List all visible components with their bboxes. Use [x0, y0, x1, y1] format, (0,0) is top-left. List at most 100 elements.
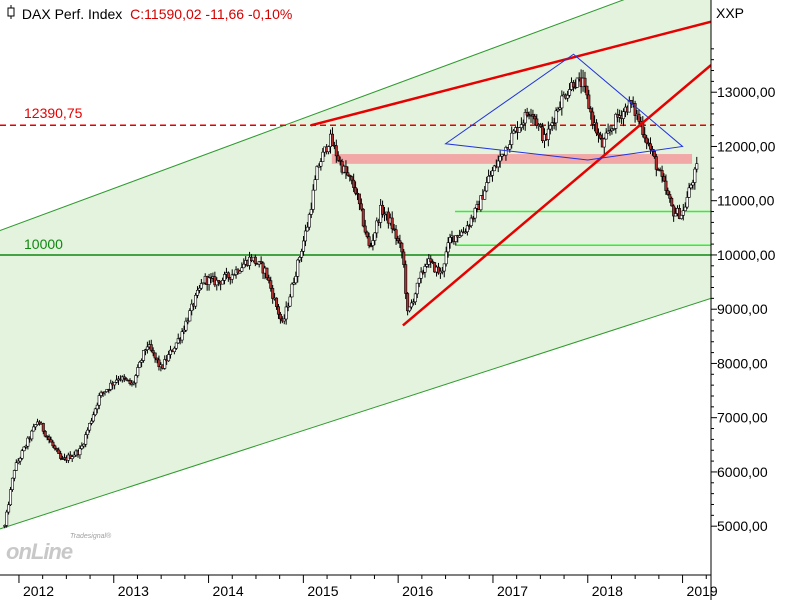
- candle: [149, 339, 153, 353]
- trend-channel: [0, 0, 711, 529]
- candle: [442, 263, 446, 278]
- candle-body: [598, 134, 602, 139]
- candle-body: [55, 448, 59, 451]
- candle-body: [201, 282, 205, 285]
- candle: [145, 341, 149, 354]
- candle-body: [145, 346, 149, 350]
- candle: [571, 80, 575, 92]
- candle: [679, 214, 683, 220]
- x-tick-label: 2014: [213, 583, 244, 599]
- resistance-zone: [331, 154, 693, 164]
- candle: [425, 258, 429, 268]
- candle: [560, 90, 564, 116]
- candle: [298, 255, 302, 263]
- instrument-title: DAX Perf. Index: [21, 6, 123, 22]
- candle-body: [344, 165, 348, 173]
- candle-body: [614, 114, 618, 129]
- candle-body: [136, 367, 140, 376]
- candle-body: [566, 94, 570, 99]
- trendline-upper-resistance: [310, 20, 711, 127]
- candle-body: [334, 145, 338, 157]
- candle: [84, 431, 88, 448]
- candle: [666, 187, 670, 196]
- candle: [26, 436, 30, 450]
- channel-upper-line: [0, 0, 625, 232]
- candle: [415, 282, 419, 299]
- candle: [80, 442, 84, 450]
- candle-body: [278, 313, 282, 320]
- candle: [672, 204, 676, 222]
- candle-body: [222, 274, 226, 281]
- candle-body: [683, 206, 687, 212]
- candle-body: [404, 264, 408, 294]
- candle-body: [402, 251, 406, 265]
- candle-body: [82, 443, 86, 447]
- candle: [344, 160, 348, 179]
- candle: [654, 153, 658, 177]
- candle: [664, 174, 668, 195]
- candle-body: [232, 274, 236, 276]
- candle-body: [348, 174, 352, 177]
- candle: [115, 375, 119, 384]
- candle: [406, 292, 410, 316]
- candle: [390, 211, 394, 234]
- candle-body: [585, 85, 589, 96]
- candle-body: [109, 382, 113, 390]
- candle-body: [660, 170, 664, 177]
- candle-body: [163, 359, 167, 369]
- candle-body: [238, 270, 242, 274]
- candle-body: [423, 266, 427, 273]
- candle-body: [413, 293, 417, 303]
- diamond-pattern: [444, 53, 684, 161]
- candle-body: [641, 123, 645, 135]
- candle: [37, 420, 41, 426]
- candle-body: [361, 208, 365, 227]
- candle-body: [122, 376, 126, 379]
- candle-body: [560, 95, 564, 109]
- candle-body: [610, 128, 614, 131]
- candle: [86, 427, 90, 439]
- candle: [400, 242, 404, 259]
- candle: [167, 350, 171, 362]
- candle: [568, 83, 572, 98]
- candle-body: [436, 266, 440, 274]
- candle: [591, 107, 595, 130]
- candle: [677, 204, 681, 220]
- candle: [691, 179, 695, 190]
- candle-body: [267, 277, 271, 281]
- candle-body: [253, 256, 257, 264]
- candle-body: [350, 176, 354, 181]
- candle-body: [128, 380, 132, 384]
- candle: [492, 164, 496, 172]
- candle-body: [595, 122, 599, 134]
- candle: [386, 207, 390, 229]
- candle-body: [612, 128, 616, 130]
- candle-body: [186, 320, 190, 323]
- candle-body: [330, 133, 334, 146]
- watermark-brand-small: Tradesignal®: [70, 533, 112, 540]
- candle-body: [230, 274, 234, 280]
- candle: [292, 277, 296, 286]
- candle-body: [463, 231, 467, 234]
- candle-body: [363, 225, 367, 233]
- candle: [612, 128, 616, 131]
- candle-body: [51, 441, 55, 447]
- candle: [622, 108, 626, 127]
- candle: [352, 173, 356, 193]
- candle-body: [78, 448, 82, 456]
- candle: [7, 501, 11, 515]
- candle-body: [687, 187, 691, 198]
- candle-body: [12, 470, 16, 479]
- candle-body: [57, 449, 61, 454]
- candle-body: [681, 210, 685, 216]
- candle: [282, 314, 286, 325]
- candle: [269, 276, 273, 292]
- candle: [47, 434, 51, 444]
- candle-body: [302, 240, 306, 252]
- candle-body: [242, 263, 246, 269]
- candle-body: [382, 213, 386, 216]
- candle: [51, 440, 55, 448]
- candle-body: [286, 305, 290, 308]
